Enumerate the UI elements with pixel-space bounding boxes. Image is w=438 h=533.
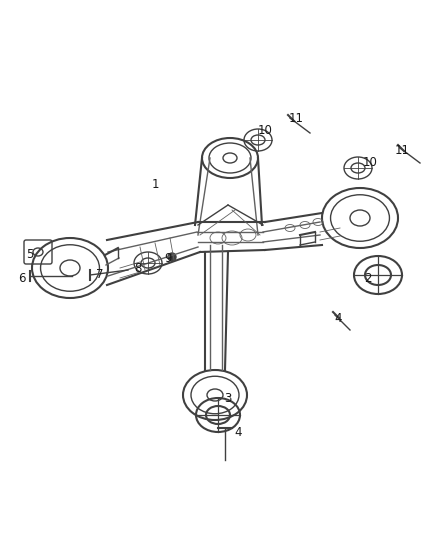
Text: 10: 10 (258, 124, 272, 136)
Text: 1: 1 (151, 179, 159, 191)
Text: 5: 5 (26, 248, 34, 262)
Text: 10: 10 (363, 156, 378, 168)
Text: 7: 7 (96, 269, 104, 281)
Text: 6: 6 (18, 271, 26, 285)
Text: 9: 9 (164, 252, 172, 264)
Text: 11: 11 (289, 111, 304, 125)
Text: 2: 2 (364, 271, 372, 285)
Text: 4: 4 (234, 425, 242, 439)
Text: 8: 8 (134, 262, 141, 274)
Circle shape (168, 253, 176, 261)
Text: 3: 3 (224, 392, 232, 405)
Text: 4: 4 (334, 311, 342, 325)
Text: 11: 11 (395, 143, 410, 157)
